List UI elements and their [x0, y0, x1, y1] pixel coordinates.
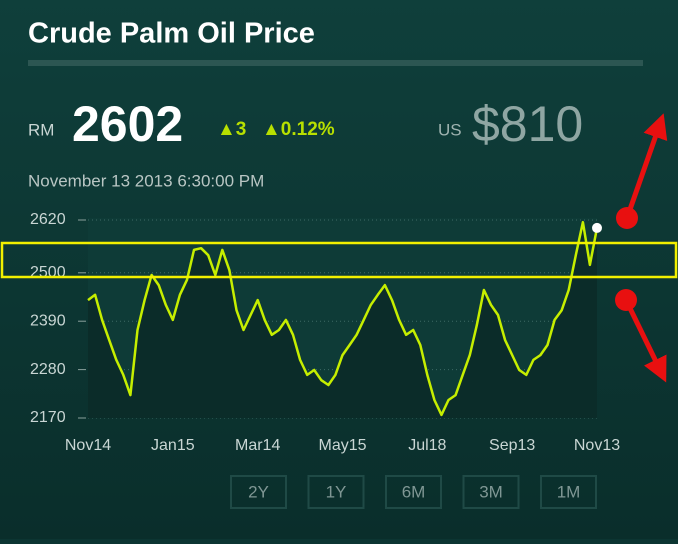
arrow-up	[624, 113, 668, 219]
x-tick-label: Jan15	[151, 437, 195, 454]
change: ▲3	[217, 119, 246, 140]
range-button-label[interactable]: 3M	[479, 482, 503, 501]
timestamp: November 13 2013 6:30:00 PM	[28, 171, 264, 190]
y-tick-label: 2280	[30, 361, 66, 378]
price-local: 2602	[72, 96, 183, 152]
range-button[interactable]	[230, 475, 287, 509]
range-button[interactable]	[462, 475, 520, 509]
divider	[28, 60, 643, 66]
range-button-label[interactable]: 1Y	[326, 482, 347, 501]
y-tick-label: 2170	[30, 409, 66, 426]
arrow-down	[623, 298, 667, 383]
y-tick-label: 2620	[30, 211, 66, 228]
x-tick-label: May15	[318, 437, 366, 454]
x-tick-label: Nov14	[65, 437, 111, 454]
highlight-box	[0, 241, 678, 279]
currency-usd: US	[438, 120, 462, 139]
range-button[interactable]	[307, 475, 365, 509]
x-tick-label: Mar14	[235, 437, 280, 454]
range-button-label[interactable]: 2Y	[248, 482, 269, 501]
price-usd: $810	[472, 96, 583, 152]
currency-local: RM	[28, 120, 54, 139]
x-tick-label: Jul18	[408, 437, 446, 454]
x-tick-label: Sep13	[489, 437, 535, 454]
area	[88, 222, 597, 418]
range-button-label[interactable]: 1M	[557, 482, 581, 501]
line	[87, 220, 599, 417]
title: Crude Palm Oil Price	[28, 18, 315, 50]
y-tick-label: 2500	[30, 264, 66, 281]
range-button[interactable]	[540, 475, 597, 509]
range-buttons: 2Y 1Y 6M 3M 1M	[230, 475, 597, 509]
x-tick-label: Nov13	[574, 437, 620, 454]
range-button[interactable]	[385, 475, 442, 509]
change-pct: ▲0.12%	[262, 119, 335, 140]
y-tick-label: 2390	[30, 312, 66, 329]
last-point	[592, 222, 602, 233]
range-button-label[interactable]: 6M	[402, 482, 426, 501]
